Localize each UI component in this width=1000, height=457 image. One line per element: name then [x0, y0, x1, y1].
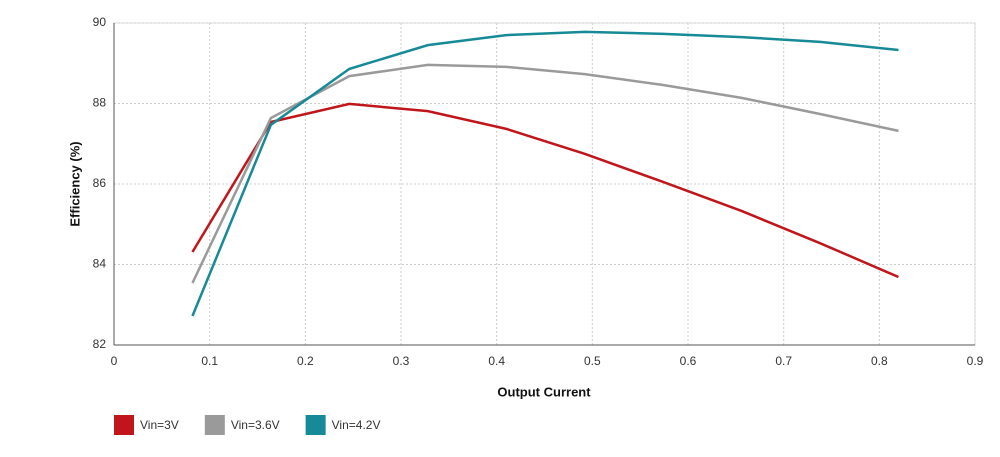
legend-label: Vin=3.6V	[231, 418, 280, 432]
y-tick-label: 82	[93, 337, 107, 351]
y-tick-label: 88	[93, 96, 107, 110]
x-tick-label: 0.7	[775, 354, 792, 368]
legend-swatch	[114, 415, 134, 435]
legend-label: Vin=3V	[140, 418, 179, 432]
x-tick-label: 0.5	[584, 354, 601, 368]
x-tick-label: 0.2	[297, 354, 314, 368]
y-axis-title: Efficiency (%)	[67, 141, 82, 226]
y-tick-label: 84	[93, 257, 107, 271]
legend-swatch	[204, 415, 225, 435]
legend-label: Vin=4.2V	[332, 418, 381, 432]
x-tick-label: 0.6	[680, 354, 697, 368]
x-axis-title: Output Current	[497, 384, 591, 399]
x-tick-label: 0.4	[488, 354, 505, 368]
series-line	[191, 102, 899, 279]
y-tick-label: 86	[93, 176, 107, 190]
y-tick-label: 90	[93, 15, 107, 29]
x-tick-label: 0.9	[967, 354, 984, 368]
series-line	[191, 63, 899, 284]
x-tick-label: 0.3	[393, 354, 410, 368]
x-tick-label: 0.1	[201, 354, 218, 368]
x-tick-label: 0	[111, 354, 118, 368]
series-line	[191, 30, 899, 317]
x-tick-label: 0.8	[871, 354, 888, 368]
legend-swatch	[305, 415, 326, 435]
